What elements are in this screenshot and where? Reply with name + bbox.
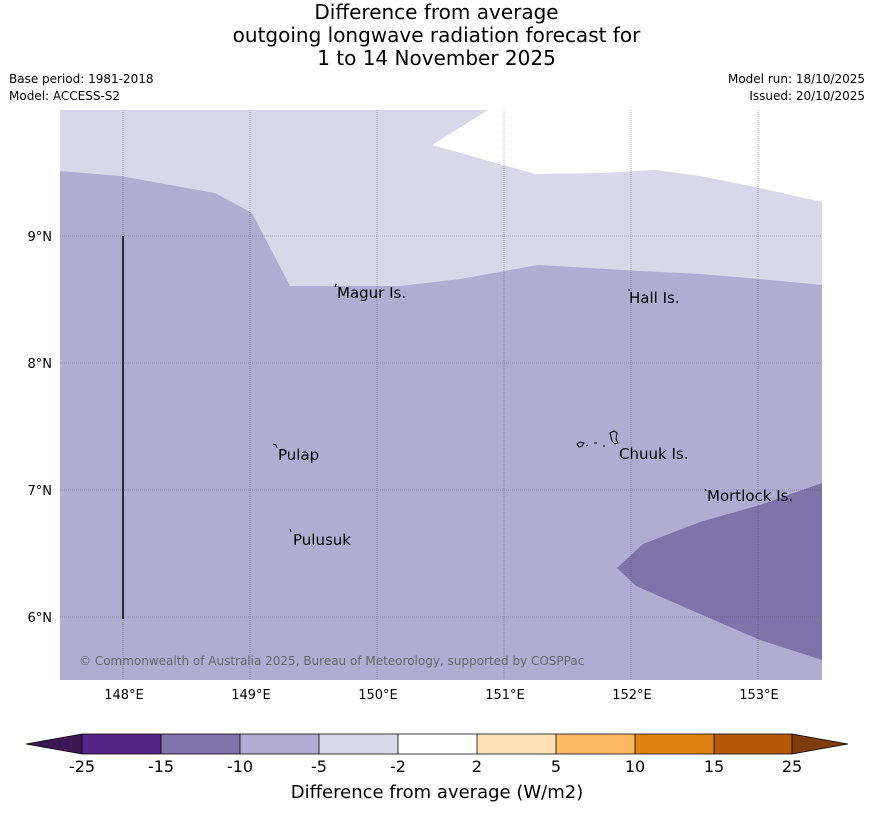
lon-label: 150°E [358, 688, 398, 703]
region-near-zero [432, 110, 822, 202]
lon-label: 151°E [485, 688, 525, 703]
latitude-labels: 9°N 8°N 7°N 6°N [28, 230, 53, 626]
colorbar-tick: -25 [69, 757, 95, 776]
colorbar-tick-labels: -25 -15 -10 -5 -2 2 5 10 15 25 [69, 757, 802, 776]
title-line-3: 1 to 14 November 2025 [317, 46, 556, 70]
colorbar-tick: 25 [782, 757, 802, 776]
place-label-pulusuk: Pulusuk [293, 531, 351, 549]
issued-text: Issued: 20/10/2025 [749, 89, 865, 103]
copyright-text: © Commonwealth of Australia 2025, Bureau… [79, 654, 584, 668]
colorbar: -25 -15 -10 -5 -2 2 5 10 15 25 Differenc… [25, 733, 849, 803]
colorbar-extend-low [26, 734, 82, 754]
colorbar-tick: 10 [625, 757, 645, 776]
colorbar-tick: -10 [227, 757, 253, 776]
region-minus15-minus10 [617, 483, 822, 660]
place-label-chuuk: Chuuk Is. [619, 445, 688, 463]
colorbar-dividers [81, 734, 793, 754]
island-outlines [272, 283, 707, 533]
colorbar-segment [398, 734, 477, 754]
longitude-labels: 148°E 149°E 150°E 151°E 152°E 153°E [104, 688, 779, 703]
place-label-magur: Magur Is. [337, 284, 406, 302]
title-line-1: Difference from average [314, 0, 559, 24]
lon-label: 153°E [739, 688, 779, 703]
map-plot-area: Magur Is. Hall Is. Pulap Chuuk Is. Mortl… [60, 110, 822, 680]
place-label-mortlock: Mortlock Is. [707, 487, 793, 505]
base-period-text: Base period: 1981-2018 [9, 72, 154, 86]
lat-label: 8°N [28, 357, 53, 372]
colorbar-title: Difference from average (W/m2) [291, 782, 583, 803]
colorbar-tick: -2 [390, 757, 406, 776]
meta-right: Model run: 18/10/2025 Issued: 20/10/2025 [728, 71, 865, 105]
colorbar-segment [714, 734, 792, 754]
graticule [60, 110, 822, 680]
lon-label: 152°E [612, 688, 652, 703]
colorbar-tick: -15 [148, 757, 174, 776]
place-label-pulap: Pulap [278, 446, 319, 464]
title-line-2: outgoing longwave radiation forecast for [232, 23, 641, 47]
colorbar-segment [556, 734, 635, 754]
lat-label: 6°N [28, 611, 53, 626]
lat-label: 7°N [28, 484, 53, 499]
colorbar-segment [240, 734, 319, 754]
place-label-hall: Hall Is. [629, 289, 680, 307]
lon-label: 149°E [231, 688, 271, 703]
model-text: Model: ACCESS-S2 [9, 89, 121, 103]
model-run-text: Model run: 18/10/2025 [727, 72, 865, 86]
colorbar-segment [319, 734, 398, 754]
meta-left: Base period: 1981-2018 Model: ACCESS-S2 [9, 71, 154, 105]
colorbar-segment [477, 734, 556, 754]
colorbar-tick: -5 [311, 757, 327, 776]
colorbar-tick: 15 [704, 757, 724, 776]
colorbar-tick: 5 [551, 757, 561, 776]
colorbar-segment [161, 734, 240, 754]
lon-label: 148°E [104, 688, 144, 703]
colorbar-extend-high [792, 734, 848, 754]
colorbar-segment [82, 734, 161, 754]
colorbar-segment [635, 734, 714, 754]
lat-label: 9°N [28, 230, 53, 245]
colorbar-tick: 2 [472, 757, 482, 776]
